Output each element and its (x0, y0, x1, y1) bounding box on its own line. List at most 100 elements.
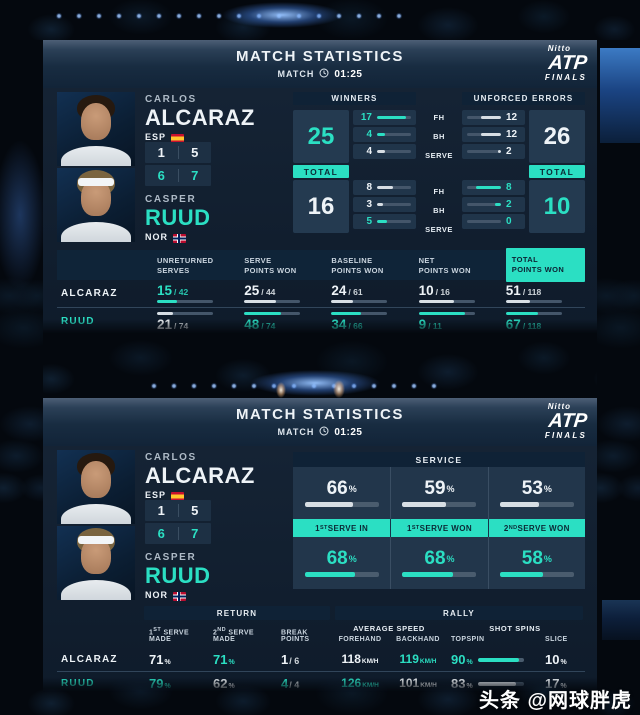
row-player-name: RUUD (61, 678, 95, 689)
stat-cell: 24/ 61 (331, 284, 410, 304)
winners-serve-alcaraz: 4 (353, 144, 416, 159)
logo-atp: ATP (547, 52, 589, 75)
winners-serve-ruud: 5 (353, 214, 416, 229)
col-net-points-won: NET POINTS WON (418, 255, 471, 275)
avatar-shirt (61, 580, 131, 600)
player-card-alcaraz: CARLOS ALCARAZ ESP (145, 452, 255, 501)
stat-cell: 9/ 11 (418, 311, 498, 332)
panel-header: MATCH STATISTICS MATCH 01:25 Nitto ATP F… (43, 40, 597, 88)
unforced-errors-title: UNFORCED ERRORS (462, 92, 585, 105)
stat-1st-serve-made: 71% (149, 652, 171, 667)
col-unreturned-serves: UNRETURNED SERVES (157, 255, 214, 275)
player-country: NOR (145, 590, 211, 601)
label-1st-serve-won: 1 ST SERVE WON (390, 519, 487, 537)
label-2nd-serve-won: 2 ND SERVE WON (487, 519, 585, 537)
player-first-name: CARLOS (145, 94, 197, 105)
logo-atp: ATP (547, 410, 589, 433)
player-photo-alcaraz (57, 450, 135, 524)
set1-score: 1 (157, 145, 165, 160)
col-2nd-serve-made: 2ND SERVE MADE (213, 626, 254, 643)
set-score-box: 1 5 6 7 (145, 500, 211, 546)
player-last-name: ALCARAZ (145, 105, 255, 130)
service-body: 66% 59% 53% 1 ST SERVE IN 1 ST SERVE WON 2… (293, 467, 585, 589)
unforced-fh-alcaraz: 12 (462, 110, 525, 125)
stat-backhand-speed: 119KM/H (399, 652, 437, 667)
label-serve: SERVE (425, 151, 453, 160)
band-spacer (57, 606, 141, 620)
match-statistics-panel-1: MATCH STATISTICS MATCH 01:25 Nitto ATP F… (43, 40, 597, 334)
player-country: NOR (145, 232, 211, 243)
stat-cell: 48/ 74 (244, 311, 323, 332)
stat-slice: 10% (545, 652, 567, 667)
country-code: ESP (145, 490, 167, 501)
panel-header: MATCH STATISTICS MATCH 01:25 Nitto ATP F… (43, 398, 597, 446)
clock-icon (319, 68, 329, 80)
rally-title: RALLY (335, 606, 583, 620)
spain-flag-icon (171, 491, 185, 501)
panel-body: CARLOS ALCARAZ ESP 1 5 6 7 (43, 88, 597, 243)
set2-score: 5 (191, 145, 199, 160)
unforced-total-ruud: 10 (529, 180, 585, 233)
stat-1st-serve-made: 79% (149, 676, 171, 691)
return-rally-row-alcaraz: ALCARAZ 71% 71% 1/ 6 118KM/H 119KM/H 90%… (57, 648, 585, 671)
shot-spins-group: SHOT SPINS TOPSPIN SLICE (447, 624, 583, 643)
score-divider (177, 146, 179, 159)
stat-break-points: 4/ 4 (281, 676, 300, 691)
points-row-ruud: RUUD 21/ 74 48/ 74 34/ 66 9/ 11 67/ 118 (57, 307, 585, 335)
stadium-left-edge (0, 40, 43, 680)
unforced-totals-column: 26 TOTAL 10 (529, 108, 585, 239)
service-block: SERVICE 66% 59% 53% 1 ST SERVE IN 1 ST SER… (293, 452, 585, 600)
unforced-detail-column: 12 12 2 8 2 0 (462, 108, 525, 239)
row-player-name: RUUD (61, 316, 95, 327)
stat-forehand-speed: 126KM/H (341, 676, 379, 691)
player-photo-ruud (57, 168, 135, 242)
service-cell: 66% (293, 467, 390, 519)
label-bh: BH (433, 206, 445, 215)
col-baseline-points-won: BASELINE POINTS WON (331, 255, 384, 275)
stadium-light-cluster-top (222, 2, 342, 28)
logo-finals: FINALS (544, 431, 587, 441)
winners-detail-column: 17 4 4 8 3 5 (353, 108, 416, 239)
service-cell: 59% (390, 467, 487, 519)
panel-body: CARLOS ALCARAZ ESP 1 5 6 7 (43, 446, 597, 601)
match-statistics-panel-2: MATCH STATISTICS MATCH 01:25 Nitto ATP F… (43, 398, 597, 692)
score-row-alcaraz: 1 5 (145, 500, 211, 521)
service-cell: 53% (487, 467, 585, 519)
players-column: CARLOS ALCARAZ ESP 1 5 6 7 (57, 448, 285, 601)
stat-slice: 17% (545, 676, 567, 691)
total-label: TOTAL (529, 165, 585, 178)
service-cell: 58% (487, 537, 585, 589)
return-title: RETURN (144, 606, 330, 620)
col-serve-points-won: SERVE POINTS WON (244, 255, 297, 275)
total-label: TOTAL (293, 165, 349, 178)
col-backhand: BACKHAND (396, 636, 440, 643)
label-serve: SERVE (425, 225, 453, 234)
stat-cell: 34/ 66 (331, 311, 410, 332)
col-topspin: TOPSPIN (451, 636, 485, 643)
service-cell: 68% (293, 537, 390, 589)
match-clock: MATCH 01:25 (278, 426, 363, 438)
unforced-total-alcaraz: 26 (529, 110, 585, 163)
set2-score: 5 (191, 503, 199, 518)
score-divider (177, 527, 179, 540)
player-country: ESP (145, 490, 255, 501)
unforced-bh-alcaraz: 12 (462, 127, 525, 142)
label-1st-serve-in: 1 ST SERVE IN (315, 523, 369, 533)
label-fh: FH (433, 187, 445, 196)
score-divider (177, 169, 179, 182)
stadium-video-screen (600, 48, 640, 143)
country-code: NOR (145, 232, 168, 243)
country-code: NOR (145, 590, 168, 601)
atp-finals-logo: Nitto ATP FINALS (545, 44, 589, 83)
stat-cell: 67/ 118 (505, 311, 585, 332)
winners-total-alcaraz: 25 (293, 110, 349, 163)
set-score-box: 1 5 6 7 (145, 142, 211, 188)
norway-flag-icon (173, 591, 186, 601)
service-row-alcaraz: 66% 59% 53% (293, 467, 585, 519)
service-row-ruud: 68% 68% 58% (293, 537, 585, 589)
label-bh: BH (433, 132, 445, 141)
player-first-name: CASPER (145, 552, 197, 563)
player-last-name: RUUD (145, 205, 211, 230)
player-photo-ruud (57, 526, 135, 600)
